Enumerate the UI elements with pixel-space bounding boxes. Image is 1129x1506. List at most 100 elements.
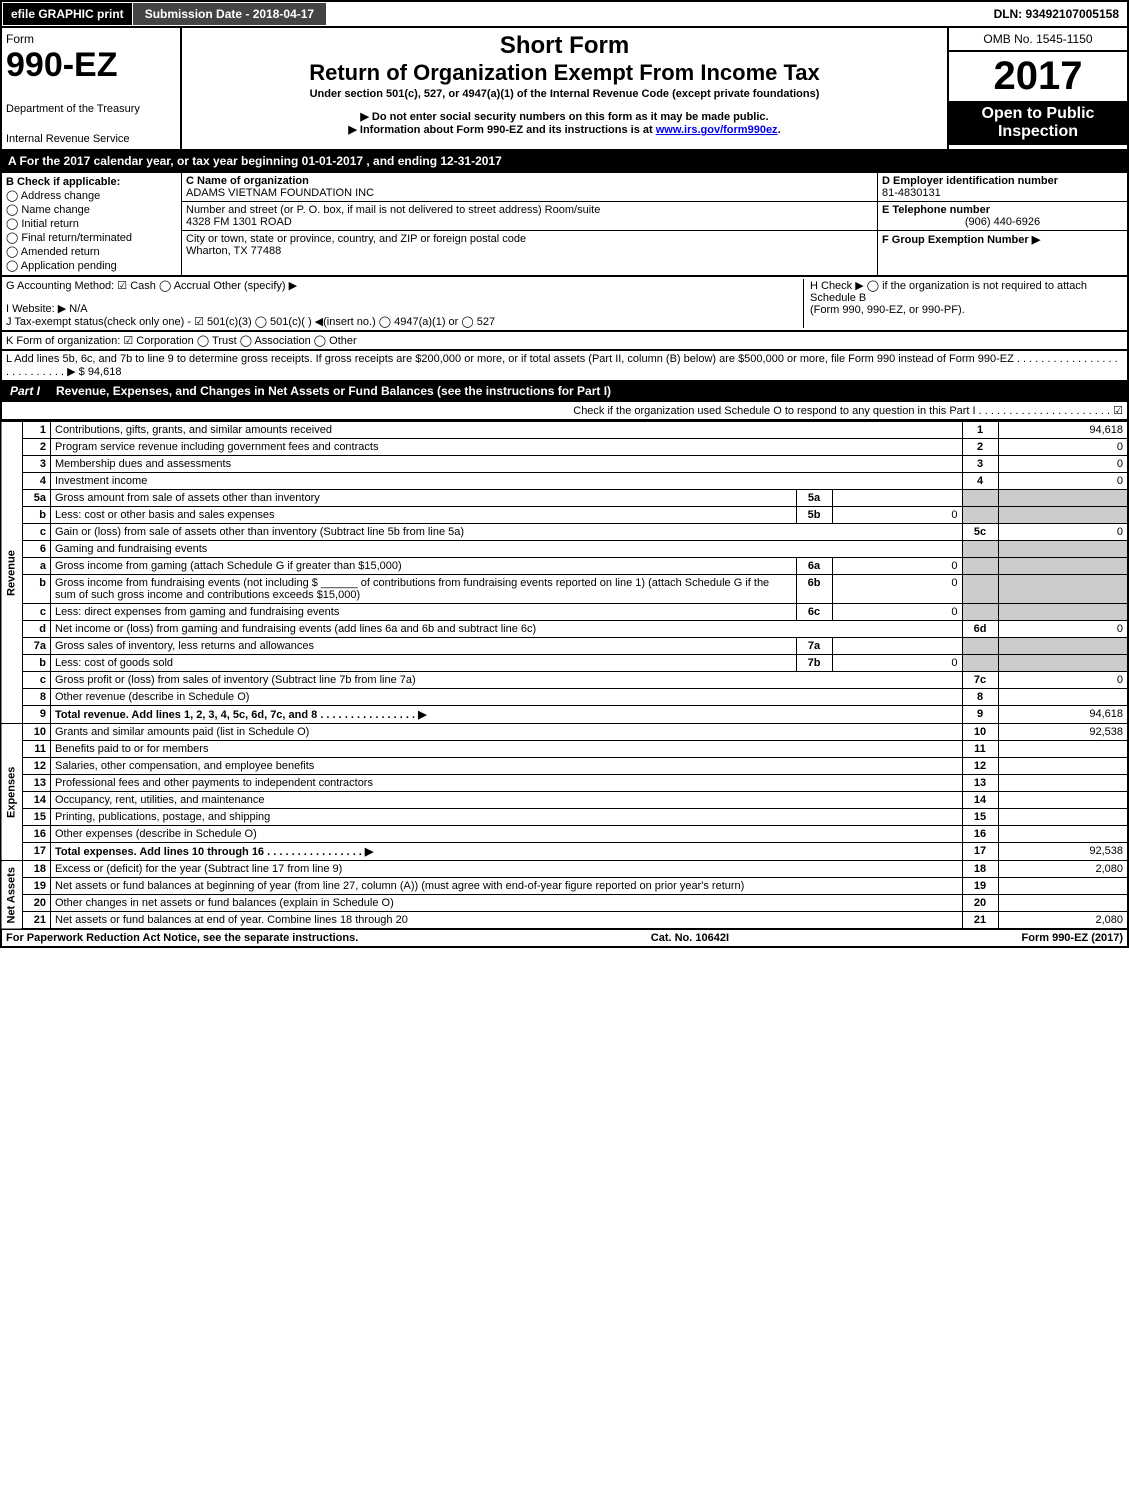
line-5a-sub: 5a: [796, 490, 832, 507]
line-6b-col: [962, 575, 998, 604]
part1-header: Part I Revenue, Expenses, and Changes in…: [0, 382, 1129, 402]
line-1-col: 1: [962, 422, 998, 439]
line-21-desc: Net assets or fund balances at end of ye…: [51, 912, 963, 930]
line-5b-desc: Less: cost or other basis and sales expe…: [51, 507, 797, 524]
k-form-org[interactable]: K Form of organization: ☑ Corporation ◯ …: [0, 332, 1129, 351]
line-6a-num: a: [23, 558, 51, 575]
line-20-num: 20: [23, 895, 51, 912]
side-net-assets: Net Assets: [1, 861, 23, 930]
line-11-amt: [998, 741, 1128, 758]
efile-print-button[interactable]: efile GRAPHIC print: [2, 2, 133, 26]
line-20-desc: Other changes in net assets or fund bala…: [51, 895, 963, 912]
h-form-list: (Form 990, 990-EZ, or 990-PF).: [810, 304, 1123, 316]
b-label: B Check if applicable:: [6, 176, 177, 188]
org-address: 4328 FM 1301 ROAD: [186, 216, 873, 228]
line-21-num: 21: [23, 912, 51, 930]
line-7b-subamt: 0: [832, 655, 962, 672]
line-6c-sub: 6c: [796, 604, 832, 621]
b-application-pending[interactable]: ◯ Application pending: [6, 259, 177, 272]
side-expenses: Expenses: [1, 724, 23, 861]
side-revenue: Revenue: [1, 422, 23, 724]
line-20-col: 20: [962, 895, 998, 912]
part1-check[interactable]: Check if the organization used Schedule …: [0, 402, 1129, 421]
line-6d-desc: Net income or (loss) from gaming and fun…: [51, 621, 963, 638]
line-9-desc: Total revenue. Add lines 1, 2, 3, 4, 5c,…: [51, 706, 963, 724]
line-3-amt: 0: [998, 456, 1128, 473]
form-word: Form: [6, 32, 176, 46]
dln-text: DLN: 93492107005158: [986, 3, 1127, 25]
org-city: Wharton, TX 77488: [186, 245, 873, 257]
line-6b-num: b: [23, 575, 51, 604]
org-name: ADAMS VIETNAM FOUNDATION INC: [186, 187, 873, 199]
b-amended-return[interactable]: ◯ Amended return: [6, 245, 177, 258]
line-5c-col: 5c: [962, 524, 998, 541]
line-6-amt: [998, 541, 1128, 558]
tax-year: 2017: [949, 52, 1127, 101]
subtitle-section: Under section 501(c), 527, or 4947(a)(1)…: [186, 88, 943, 100]
line-7a-subamt: [832, 638, 962, 655]
f-group-label: F Group Exemption Number ▶: [882, 233, 1123, 246]
section-b: B Check if applicable: ◯ Address change …: [2, 173, 182, 275]
line-6c-subamt: 0: [832, 604, 962, 621]
irs-link[interactable]: www.irs.gov/form990ez: [656, 124, 778, 136]
line-6a-col: [962, 558, 998, 575]
line-7a-col: [962, 638, 998, 655]
line-5a-amt: [998, 490, 1128, 507]
b-address-change[interactable]: ◯ Address change: [6, 189, 177, 202]
g-accounting-method[interactable]: G Accounting Method: ☑ Cash ◯ Accrual Ot…: [6, 279, 803, 292]
submission-date: Submission Date - 2018-04-17: [133, 3, 326, 25]
line-8-amt: [998, 689, 1128, 706]
c-addr-label: Number and street (or P. O. box, if mail…: [186, 204, 873, 216]
line-7b-col: [962, 655, 998, 672]
b-final-return[interactable]: ◯ Final return/terminated: [6, 231, 177, 244]
line-19-amt: [998, 878, 1128, 895]
b-initial-return[interactable]: ◯ Initial return: [6, 217, 177, 230]
line-13-desc: Professional fees and other payments to …: [51, 775, 963, 792]
line-18-col: 18: [962, 861, 998, 878]
b-name-change[interactable]: ◯ Name change: [6, 203, 177, 216]
line-15-col: 15: [962, 809, 998, 826]
section-def: D Employer identification number 81-4830…: [877, 173, 1127, 275]
line-15-desc: Printing, publications, postage, and shi…: [51, 809, 963, 826]
line-11-desc: Benefits paid to or for members: [51, 741, 963, 758]
line-4-num: 4: [23, 473, 51, 490]
omb-year-block: OMB No. 1545-1150 2017 Open to PublicIns…: [947, 28, 1127, 149]
info-line: ▶ Information about Form 990-EZ and its …: [186, 123, 943, 136]
line-5b-amt: [998, 507, 1128, 524]
line-5a-desc: Gross amount from sale of assets other t…: [51, 490, 797, 507]
line-12-col: 12: [962, 758, 998, 775]
line-7a-desc: Gross sales of inventory, less returns a…: [51, 638, 797, 655]
line-11-col: 11: [962, 741, 998, 758]
h-schedule-b[interactable]: H Check ▶ ◯ if the organization is not r…: [810, 279, 1123, 304]
open-to-public: Open to PublicInspection: [949, 101, 1127, 145]
line-17-desc: Total expenses. Add lines 10 through 16 …: [51, 843, 963, 861]
line-6a-sub: 6a: [796, 558, 832, 575]
form-header: Form 990-EZ Department of the Treasury I…: [0, 28, 1129, 151]
form-title-block: Short Form Return of Organization Exempt…: [182, 28, 947, 149]
line-14-desc: Occupancy, rent, utilities, and maintena…: [51, 792, 963, 809]
line-6c-desc: Less: direct expenses from gaming and fu…: [51, 604, 797, 621]
line-7c-col: 7c: [962, 672, 998, 689]
line-17-col: 17: [962, 843, 998, 861]
d-ein-label: D Employer identification number: [882, 175, 1123, 187]
line-19-col: 19: [962, 878, 998, 895]
line-4-desc: Investment income: [51, 473, 963, 490]
line-17-num: 17: [23, 843, 51, 861]
line-15-amt: [998, 809, 1128, 826]
line-21-amt: 2,080: [998, 912, 1128, 930]
line-2-amt: 0: [998, 439, 1128, 456]
line-6a-subamt: 0: [832, 558, 962, 575]
tax-period-line: A For the 2017 calendar year, or tax yea…: [0, 151, 1129, 173]
line-18-desc: Excess or (deficit) for the year (Subtra…: [51, 861, 963, 878]
line-18-num: 18: [23, 861, 51, 878]
line-6-desc: Gaming and fundraising events: [51, 541, 963, 558]
line-13-col: 13: [962, 775, 998, 792]
footer-form: Form 990-EZ (2017): [1022, 932, 1123, 944]
line-12-num: 12: [23, 758, 51, 775]
line-1-num: 1: [23, 422, 51, 439]
line-6d-num: d: [23, 621, 51, 638]
line-6-col: [962, 541, 998, 558]
line-12-desc: Salaries, other compensation, and employ…: [51, 758, 963, 775]
j-tax-exempt[interactable]: J Tax-exempt status(check only one) - ☑ …: [6, 315, 803, 328]
line-20-amt: [998, 895, 1128, 912]
